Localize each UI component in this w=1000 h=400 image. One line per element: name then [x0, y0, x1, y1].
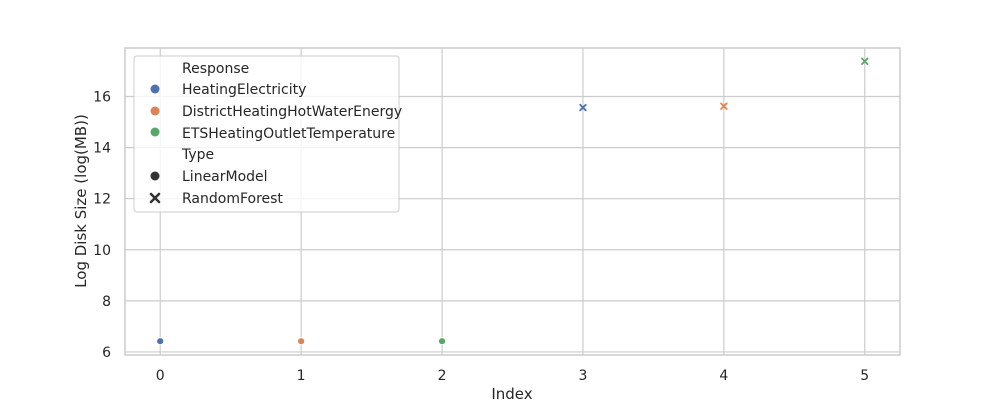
x-tick-label-1: 1 — [297, 368, 306, 384]
y-axis-label: Log Disk Size (log(MB)) — [72, 114, 90, 288]
data-point-districtheatinghotwaterenergy-randomforest — [720, 102, 728, 110]
legend-label-heatingelectricity: HeatingElectricity — [182, 82, 306, 98]
x-tick-label-3: 3 — [578, 368, 587, 384]
legend-label-randomforest: RandomForest — [182, 191, 283, 207]
legend-marker-linearmodel — [150, 171, 160, 181]
legend-label-etsheatingoutlettemperature: ETSHeatingOutletTemperature — [182, 126, 395, 142]
legend-title-response: Response — [182, 61, 249, 77]
legend-title-type: Type — [181, 147, 214, 163]
x-tick-label-2: 2 — [438, 368, 447, 384]
x-tick-label-0: 0 — [156, 368, 165, 384]
y-tick-label-10: 10 — [93, 243, 111, 259]
legend-marker-etsheatingoutlettemperature — [150, 127, 160, 137]
y-tick-label-6: 6 — [102, 345, 111, 361]
data-point-etsheatingoutlettemperature-linearmodel — [438, 337, 446, 346]
y-tick-label-12: 12 — [93, 192, 111, 208]
x-tick-labels: 0 1 2 3 4 5 — [156, 368, 869, 384]
legend-label-linearmodel: LinearModel — [182, 169, 268, 185]
legend-marker-districtheatinghotwaterenergy — [150, 106, 160, 116]
plot-frame — [124, 47, 901, 356]
x-tick-label-5: 5 — [860, 368, 869, 384]
y-tick-labels: 6 8 10 12 14 16 — [93, 90, 111, 361]
x-axis-label: Index — [491, 385, 532, 400]
data-points — [156, 57, 869, 346]
y-tick-label-16: 16 — [93, 90, 111, 106]
x-tick-label-4: 4 — [719, 368, 728, 384]
data-point-etsheatingoutlettemperature-randomforest — [861, 57, 869, 65]
data-point-heatingelectricity-randomforest — [579, 103, 587, 112]
legend-marker-heatingelectricity — [150, 84, 160, 94]
legend-marker-randomforest — [149, 192, 161, 204]
legend: Response HeatingElectricity DistrictHeat… — [133, 55, 402, 213]
data-point-heatingelectricity-linearmodel — [156, 337, 165, 346]
legend-label-districtheatinghotwaterenergy: DistrictHeatingHotWaterEnergy — [182, 104, 402, 120]
legend-box — [133, 55, 400, 213]
y-tick-label-8: 8 — [102, 294, 111, 310]
y-tick-label-14: 14 — [93, 141, 111, 157]
data-point-districtheatinghotwaterenergy-linearmodel — [297, 337, 306, 346]
